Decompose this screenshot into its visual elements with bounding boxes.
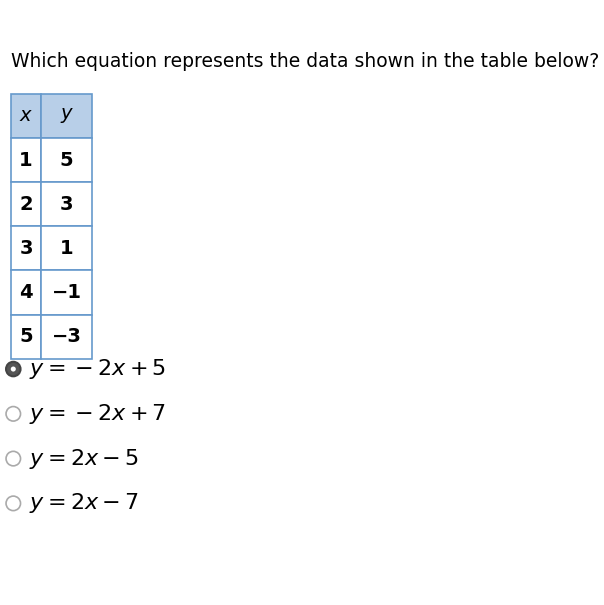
Text: 3: 3 xyxy=(60,195,74,214)
Bar xyxy=(41,226,92,270)
Text: $x$: $x$ xyxy=(19,107,33,125)
Bar xyxy=(41,270,92,315)
Bar xyxy=(11,94,41,138)
Text: 2: 2 xyxy=(19,195,33,214)
Text: $y$: $y$ xyxy=(60,106,74,125)
Bar xyxy=(11,138,41,182)
Text: −3: −3 xyxy=(52,327,82,346)
Bar xyxy=(41,138,92,182)
Text: $y = 2x - 7$: $y = 2x - 7$ xyxy=(29,491,139,515)
Text: $y = 2x - 5$: $y = 2x - 5$ xyxy=(29,446,139,471)
Ellipse shape xyxy=(6,362,21,376)
Ellipse shape xyxy=(6,496,21,511)
Bar xyxy=(41,94,92,138)
Text: 4: 4 xyxy=(19,283,33,302)
Text: 1: 1 xyxy=(60,239,74,258)
Bar xyxy=(11,182,41,226)
Text: 3: 3 xyxy=(19,239,33,258)
Text: $y = -2x + 5$: $y = -2x + 5$ xyxy=(29,357,166,381)
Bar xyxy=(41,182,92,226)
Text: 5: 5 xyxy=(19,327,33,346)
Ellipse shape xyxy=(6,451,21,466)
Text: $y = -2x + 7$: $y = -2x + 7$ xyxy=(29,402,166,426)
Bar xyxy=(11,315,41,359)
Text: −1: −1 xyxy=(52,283,82,302)
Bar xyxy=(41,315,92,359)
Ellipse shape xyxy=(11,367,16,371)
Bar xyxy=(11,226,41,270)
Ellipse shape xyxy=(6,407,21,421)
Text: 5: 5 xyxy=(60,151,74,169)
Text: Which equation represents the data shown in the table below?: Which equation represents the data shown… xyxy=(11,53,599,71)
Text: 1: 1 xyxy=(19,151,33,169)
Bar xyxy=(11,270,41,315)
